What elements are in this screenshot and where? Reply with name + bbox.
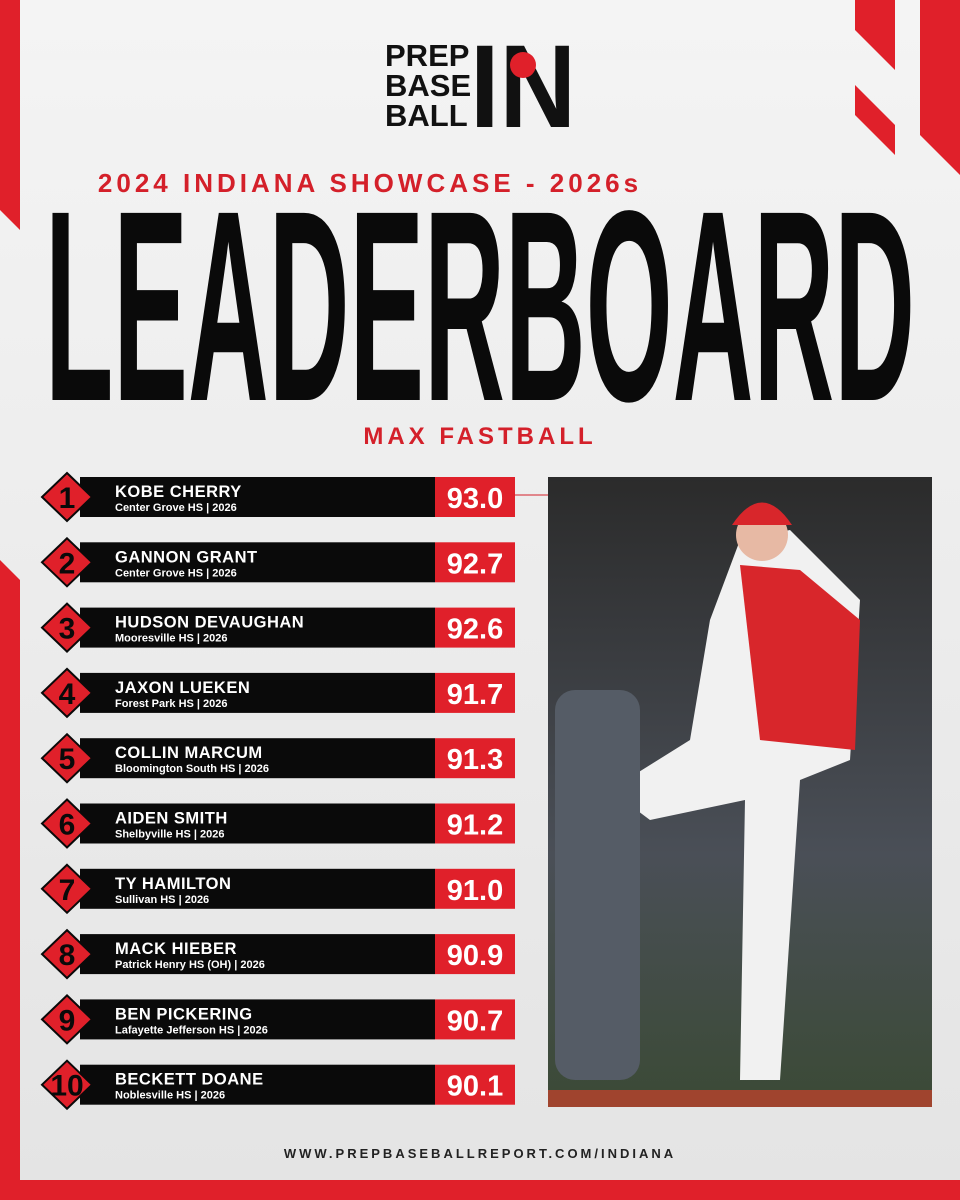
player-name: COLLIN MARCUM [115,744,263,762]
rank: 3 [59,613,76,646]
player-school: Patrick Henry HS (OH) | 2026 [115,959,265,971]
rank-badge [40,798,94,849]
logo: PREP BASE BALL IN [385,21,576,153]
value: 91.3 [447,744,503,776]
rank-badge [40,863,94,915]
row-bar [80,672,435,713]
rank: 7 [59,874,76,907]
logo-line: PREP [385,38,469,73]
rank-badge [40,602,94,653]
rank: 6 [59,809,76,842]
value-box [435,1064,515,1105]
logo-ball [510,52,536,78]
player-name: MACK HIEBER [115,940,237,958]
rank-badge [40,1059,94,1111]
logo-mark: IN [470,21,576,153]
row-bar [80,868,435,909]
value: 90.1 [447,1071,503,1103]
rank-badge [40,471,94,523]
value-box [435,868,515,909]
value-box [435,803,515,844]
logo-line: BALL [385,98,468,133]
player-school: Noblesville HS | 2026 [115,1090,225,1102]
photo-mound [548,1090,932,1107]
player-school: Bloomington South HS | 2026 [115,763,269,775]
value: 90.7 [447,1005,503,1037]
row-bar [80,803,435,844]
value-box [435,607,515,648]
value-box [435,672,515,713]
metric: MAX FASTBALL [363,423,596,450]
player-school: Forest Park HS | 2026 [115,698,228,710]
rank: 2 [59,547,76,580]
player-name: KOBE CHERRY [115,483,242,501]
rank-badge [40,928,94,980]
player-school: Center Grove HS | 2026 [115,567,237,579]
row-bar [80,607,435,648]
edge-left-top [0,0,20,230]
player-name: GANNON GRANT [115,548,258,566]
rank: 5 [59,743,76,776]
rank: 1 [59,482,76,515]
value: 91.0 [447,875,503,907]
value: 92.6 [447,614,503,646]
edge-right-b [920,0,960,175]
rank-badge [40,994,94,1045]
value-box [435,738,515,779]
row-bar [80,999,435,1040]
row-bar [80,542,435,583]
rank-badge [40,667,94,719]
player-school: Sullivan HS | 2026 [115,894,209,906]
player-school: Shelbyville HS | 2026 [115,829,224,841]
row-bar [80,934,435,975]
value-box [435,542,515,583]
rank-badge [40,732,94,784]
player-name: BECKETT DOANE [115,1071,264,1089]
player-school: Lafayette Jefferson HS | 2026 [115,1024,268,1036]
rank: 10 [50,1070,83,1103]
title: LEADERBOARD [45,154,915,458]
logo-line: BASE [385,68,471,103]
value-box [435,999,515,1040]
edge-right-a [855,0,895,70]
rank: 8 [59,939,76,972]
player-name: HUDSON DEVAUGHAN [115,614,304,632]
photo-coach [555,690,640,1080]
value: 92.7 [447,548,503,580]
bottom-bar [0,1180,960,1200]
photo [548,477,932,1107]
value: 90.9 [447,940,503,972]
rank-badge [40,536,94,588]
edge-left [0,560,20,1200]
rank: 9 [59,1004,76,1037]
value: 91.7 [447,679,503,711]
value-box [435,477,515,517]
value: 93.0 [447,483,503,515]
player-name: AIDEN SMITH [115,810,228,828]
footer-url: WWW.PREPBASEBALLREPORT.COM/INDIANA [284,1146,676,1161]
row-bar [80,738,435,779]
value-box [435,934,515,975]
subtitle: 2024 INDIANA SHOWCASE - 2026s [98,168,642,198]
edge-right-c [855,85,895,155]
player-name: JAXON LUEKEN [115,679,250,697]
photo-jersey [740,565,860,750]
player-school: Mooresville HS | 2026 [115,633,228,645]
row-bar [80,477,435,517]
row-bar [80,1064,435,1105]
rank: 4 [59,678,76,711]
player-name: BEN PICKERING [115,1005,253,1023]
photo-cap [732,502,792,525]
player-school: Center Grove HS | 2026 [115,502,237,514]
value: 91.2 [447,810,503,842]
player-name: TY HAMILTON [115,875,231,893]
